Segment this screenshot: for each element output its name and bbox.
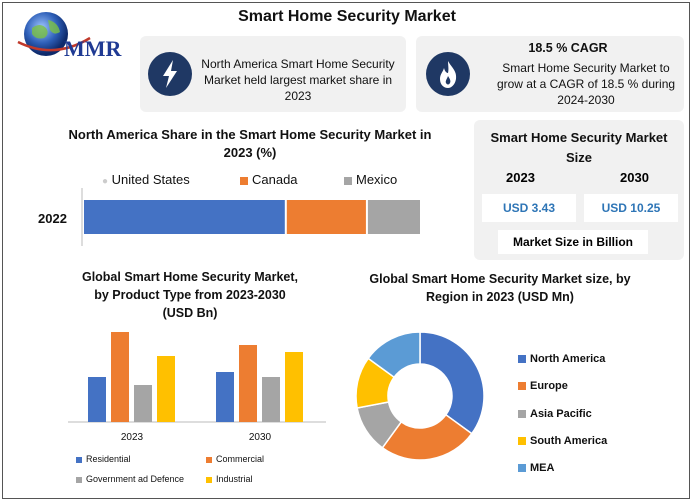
product-category-2023: 2023 (121, 432, 144, 443)
product-bar-industrial-2023 (157, 356, 175, 422)
legend-label: MEA (530, 462, 555, 474)
legend-industrial: Industrial (206, 474, 253, 484)
donut-slice-europe (381, 413, 473, 461)
region-donut-chart (355, 331, 485, 461)
donut-slice-mea (367, 331, 421, 379)
product-category-2030: 2030 (249, 432, 272, 443)
product-chart-title: Global Smart Home Security Market, by Pr… (81, 270, 299, 320)
donut-slice-north-america (419, 331, 485, 435)
legend-mexico: Mexico (344, 172, 397, 187)
legend-label: Canada (252, 172, 298, 187)
share-chart: 2022 (38, 188, 420, 246)
market-size-title: Smart Home Security Market Size (490, 130, 668, 165)
market-size-unit-note: Market Size in Billion (498, 230, 648, 254)
value-2030: USD 10.25 (584, 194, 678, 222)
product-bar-industrial-2030 (285, 352, 303, 422)
cagr-title: 18.5 % CAGR (528, 41, 608, 55)
product-chart: 2023 2030 (68, 332, 326, 443)
legend-north-america: North America (518, 353, 605, 365)
legend-commercial: Commercial (206, 454, 264, 464)
product-bar-residential-2030 (216, 372, 234, 422)
legend-residential: Residential (76, 454, 131, 464)
product-bar-commercial-2030 (239, 345, 257, 422)
product-bar-government-ad-defence-2030 (262, 377, 280, 422)
legend-europe: Europe (518, 380, 568, 392)
share-bar-canada (286, 200, 366, 234)
legend-label: Mexico (356, 172, 398, 187)
legend-label: Commercial (216, 454, 265, 464)
north-america-text: North America Smart Home Security Market… (201, 57, 395, 103)
legend-asia-pacific: Asia Pacific (518, 408, 592, 420)
page-title: Smart Home Security Market (238, 8, 456, 25)
north-america-card: North America Smart Home Security Market… (140, 36, 406, 112)
legend-label: Residential (86, 454, 131, 464)
legend-label: Europe (530, 380, 568, 392)
mmr-logo: MMR (14, 8, 144, 68)
product-bar-residential-2023 (88, 377, 106, 422)
legend-label: Government ad Defence (86, 474, 185, 484)
cagr-text: Smart Home Security Market to grow at a … (496, 61, 676, 107)
market-size-card: Smart Home Security Market Size 2023 203… (474, 120, 684, 260)
legend-label: South America (530, 435, 608, 447)
year-2023-label: 2023 (506, 170, 535, 185)
flame-icon (426, 52, 470, 96)
year-2030-label: 2030 (620, 170, 649, 185)
legend-label: United States (111, 172, 190, 187)
share-chart-title: North America Share in the Smart Home Se… (68, 127, 432, 160)
legend-south-america: South America (518, 435, 607, 447)
value-2023: USD 3.43 (482, 194, 576, 222)
legend-united-states: ● United States (102, 172, 190, 187)
legend-label: Industrial (216, 474, 253, 484)
cagr-card: 18.5 % CAGR Smart Home Security Market t… (416, 36, 684, 112)
legend-label: Asia Pacific (530, 408, 592, 420)
legend-label: North America (530, 353, 606, 365)
product-bar-government-ad-defence-2023 (134, 385, 152, 422)
lightning-bolt-icon (148, 52, 192, 96)
share-bar-mexico (367, 200, 420, 234)
legend-mea: MEA (518, 462, 554, 474)
logo-text: MMR (64, 36, 123, 61)
share-category-label: 2022 (38, 211, 67, 226)
product-bar-commercial-2023 (111, 332, 129, 422)
legend-government: Government ad Defence (76, 474, 184, 484)
region-chart-title: Global Smart Home Security Market size, … (369, 272, 631, 304)
legend-canada: Canada (240, 172, 298, 187)
share-bar-united-states (84, 200, 285, 234)
